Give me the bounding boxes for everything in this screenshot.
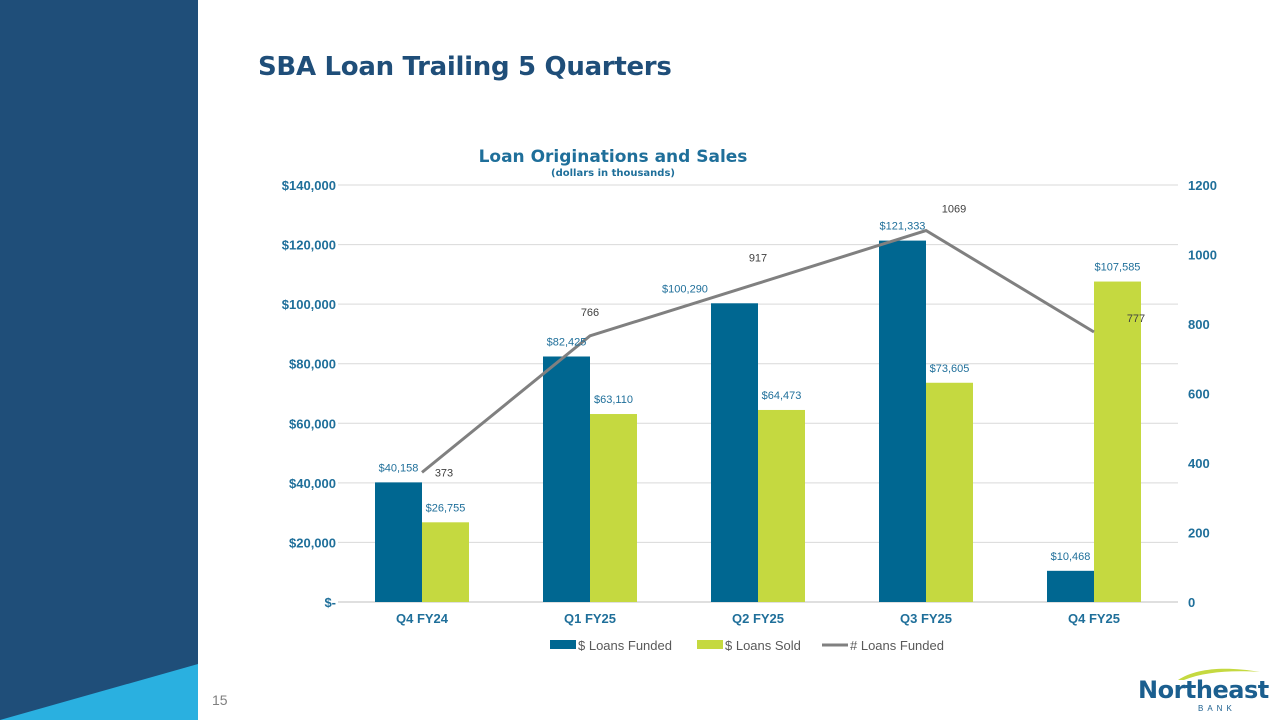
x-tick-label: Q4 FY24	[396, 611, 449, 626]
x-tick-label: Q4 FY25	[1068, 611, 1120, 626]
legend: $ Loans Funded $ Loans Sold # Loans Funded	[550, 638, 944, 653]
y-right-tick-label: 400	[1188, 456, 1210, 471]
data-label-sold: $26,755	[426, 502, 466, 514]
y-left-tick-label: $100,000	[282, 297, 336, 312]
y-left-tick-label: $80,000	[289, 357, 336, 372]
chart-title: Loan Originations and Sales	[479, 147, 748, 167]
data-label-sold: $73,605	[930, 363, 970, 375]
bar-loans-sold	[926, 382, 973, 602]
y-left-tick-label: $-	[324, 595, 336, 610]
chart-subtitle: (dollars in thousands)	[551, 168, 675, 179]
data-label-count: 777	[1127, 313, 1145, 325]
y-right-tick-label: 800	[1188, 317, 1210, 332]
data-label-funded: $10,468	[1051, 551, 1091, 563]
legend-swatch	[550, 640, 576, 649]
data-label-count: 766	[581, 307, 599, 319]
logo-swoosh-icon	[1178, 668, 1260, 680]
bars	[375, 240, 1141, 602]
y-right-tick-label: 1000	[1188, 248, 1217, 263]
bar-loans-sold	[758, 409, 805, 602]
bar-loans-sold	[590, 414, 637, 602]
logo-wordmark: Northeast	[1138, 676, 1269, 704]
count-line	[421, 228, 1095, 474]
x-tick-label: Q1 FY25	[564, 611, 616, 626]
axes: $- $20,000 $40,000 $60,000 $80,000 $100,000 $1…	[282, 178, 1217, 626]
y-right-tick-label: 0	[1188, 595, 1195, 610]
y-left-tick-label: $140,000	[282, 178, 336, 193]
northeast-bank-logo: Northeast BANK	[1136, 666, 1269, 716]
y-left-tick-label: $120,000	[282, 238, 336, 253]
bar-loans-funded	[879, 240, 926, 602]
bar-loans-sold	[1094, 281, 1141, 602]
data-labels: $40,158 $26,755 $82,425 $63,110 $100,290 $64,…	[379, 204, 1146, 563]
bar-loans-funded	[711, 303, 758, 602]
x-tick-label: Q2 FY25	[732, 611, 784, 626]
bar-loans-funded	[543, 356, 590, 602]
legend-swatch	[697, 640, 723, 649]
y-left-tick-label: $20,000	[289, 535, 336, 550]
slide-title: SBA Loan Trailing 5 Quarters	[258, 52, 672, 82]
data-label-count: 1069	[942, 204, 966, 216]
legend-label: # Loans Funded	[850, 638, 944, 653]
y-right-tick-label: 200	[1188, 526, 1210, 541]
data-label-funded: $82,425	[547, 336, 587, 348]
legend-label: $ Loans Funded	[578, 638, 672, 653]
data-label-funded: $121,333	[880, 221, 926, 233]
y-left-tick-label: $60,000	[289, 416, 336, 431]
y-right-tick-label: 1200	[1188, 178, 1217, 193]
sidebar-shape	[0, 0, 198, 720]
data-label-sold: $63,110	[594, 394, 633, 406]
data-label-count: 373	[435, 467, 453, 479]
bar-loans-funded	[375, 482, 422, 602]
x-tick-label: Q3 FY25	[900, 611, 952, 626]
data-label-funded: $40,158	[379, 462, 419, 474]
page-number: 15	[212, 692, 228, 708]
y-left-tick-label: $40,000	[289, 476, 336, 491]
data-label-funded: $100,290	[662, 283, 708, 295]
y-right-tick-label: 600	[1188, 387, 1210, 402]
bar-loans-sold	[422, 522, 469, 602]
data-label-sold: $107,585	[1095, 262, 1141, 274]
legend-label: $ Loans Sold	[725, 638, 801, 653]
bar-loans-funded	[1047, 570, 1094, 602]
logo-subtext: BANK	[1198, 704, 1236, 713]
data-label-sold: $64,473	[762, 390, 802, 402]
sidebar-decoration	[0, 0, 198, 720]
data-label-count: 917	[749, 252, 767, 264]
line-loans-funded-count	[421, 228, 1095, 474]
